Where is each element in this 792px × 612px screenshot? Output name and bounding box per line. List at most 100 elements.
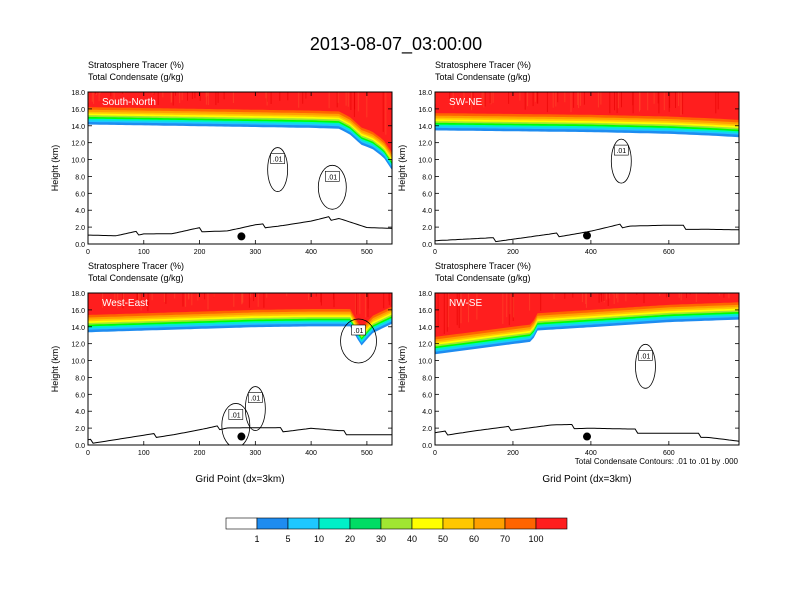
y-tick-label: 4.0 (422, 208, 432, 215)
y-tick-label: 10.0 (71, 158, 85, 165)
y-tick-label: 16.0 (71, 107, 85, 114)
x-tick-label: 400 (585, 249, 597, 256)
colorbar-label: 30 (376, 534, 386, 544)
y-tick-label: 4.0 (75, 409, 85, 416)
condensate-contour (635, 343, 656, 389)
x-tick-label: 0 (86, 450, 90, 457)
x-tick-label: 500 (361, 249, 373, 256)
colorbar-box-8 (473, 517, 506, 530)
colorbar-label: 1 (254, 534, 259, 544)
terrain-line (88, 425, 392, 444)
colorbar-box-2 (287, 517, 320, 530)
plot-area: .01 (435, 293, 739, 445)
plot-frame (434, 91, 740, 245)
condensate-contour (610, 138, 632, 184)
location-marker (237, 232, 246, 241)
plot-area: .01 (435, 92, 739, 244)
colorbar-label: 50 (438, 534, 448, 544)
y-tick-label: 0.0 (75, 242, 85, 249)
colorbar-label: 100 (528, 534, 543, 544)
y-tick-label: 6.0 (75, 191, 85, 198)
y-axis-label: Height (km) (397, 145, 407, 192)
x-tick-label: 0 (433, 450, 437, 457)
x-tick-label: 100 (138, 249, 150, 256)
y-tick-label: 8.0 (75, 375, 85, 382)
panel-2: .01 .01 .01 West-East Stratosphere Tracer (%… (50, 261, 393, 485)
condensate-contour (340, 318, 377, 364)
colorbar-box-3 (318, 517, 351, 530)
colorbar-label: 70 (500, 534, 510, 544)
plot-area: .01 .01 .01 (88, 293, 392, 445)
contour-label: .01 (327, 174, 337, 181)
colorbar-box-10 (535, 517, 568, 530)
y-tick-label: 14.0 (71, 325, 85, 332)
tracer-band-9 (88, 92, 392, 153)
location-marker (583, 432, 591, 441)
y-tick-label: 12.0 (71, 141, 85, 148)
x-tick-label: 400 (305, 249, 317, 256)
y-tick-label: 6.0 (75, 392, 85, 399)
y-tick-label: 0.0 (422, 242, 432, 249)
y-tick-label: 2.0 (422, 225, 432, 232)
y-tick-label: 18.0 (71, 291, 85, 298)
condensate-contour (267, 147, 289, 192)
contour-label: .01 (273, 157, 283, 164)
contour-label-box (351, 324, 366, 336)
x-tick-label: 0 (86, 249, 90, 256)
y-tick-label: 6.0 (422, 392, 432, 399)
x-tick-label: 300 (249, 450, 261, 457)
plot-frame (87, 292, 393, 446)
panel-3: .01 NW-SE Stratosphere Tracer (%) Total Con… (397, 261, 740, 485)
colorbar-label: 5 (285, 534, 290, 544)
contour-info: Total Condensate Contours: .01 to .01 by… (575, 457, 739, 466)
y-tick-label: 16.0 (71, 308, 85, 315)
y-tick-label: 12.0 (418, 342, 432, 349)
y-tick-label: 18.0 (418, 291, 432, 298)
y-tick-label: 2.0 (75, 426, 85, 433)
x-tick-label: 300 (249, 249, 261, 256)
colorbar-label: 40 (407, 534, 417, 544)
colorbar-box-0 (225, 517, 258, 530)
x-tick-label: 200 (507, 249, 519, 256)
colorbar: 1 5 10 20 30 40 50 60 70 100 (225, 517, 568, 544)
y-tick-label: 16.0 (418, 107, 432, 114)
panel-title-line1: Stratosphere Tracer (%) (435, 261, 531, 271)
y-tick-label: 14.0 (71, 124, 85, 131)
panel-title-line1: Stratosphere Tracer (%) (88, 261, 184, 271)
x-tick-label: 200 (194, 450, 206, 457)
x-axis-label: Grid Point (dx=3km) (195, 474, 284, 485)
y-axis-label: Height (km) (50, 145, 60, 192)
x-tick-label: 200 (507, 450, 519, 457)
colorbar-box-7 (442, 517, 475, 530)
colorbar-box-1 (256, 517, 289, 530)
panel-title-line2: Total Condensate (g/kg) (88, 273, 184, 283)
contour-label-box (270, 153, 285, 164)
plot-frame (434, 292, 740, 446)
contour-label-box (228, 409, 244, 420)
x-tick-label: 500 (361, 450, 373, 457)
terrain-line (88, 216, 392, 237)
tracer-band-9 (435, 293, 739, 337)
panel-title-line2: Total Condensate (g/kg) (88, 72, 184, 82)
y-axis-label: Height (km) (50, 346, 60, 393)
panel-title-line1: Stratosphere Tracer (%) (88, 60, 184, 70)
y-axis-label: Height (km) (397, 346, 407, 393)
contour-label: .01 (641, 353, 651, 360)
contour-label-box (248, 392, 263, 403)
y-tick-label: 4.0 (75, 208, 85, 215)
colorbar-box-6 (411, 517, 444, 530)
y-tick-label: 8.0 (422, 375, 432, 382)
colorbar-box-9 (504, 517, 537, 530)
y-tick-label: 14.0 (418, 124, 432, 131)
x-tick-label: 200 (194, 249, 206, 256)
contour-label: .01 (354, 328, 364, 335)
x-tick-label: 600 (663, 450, 675, 457)
x-tick-label: 100 (138, 450, 150, 457)
panel-0: .01 .01 South-North Stratosphere Tracer (%)… (50, 60, 393, 256)
x-tick-label: 400 (585, 450, 597, 457)
colorbar-label: 60 (469, 534, 479, 544)
y-tick-label: 10.0 (418, 158, 432, 165)
contour-label-box (613, 144, 629, 156)
contour-label: .01 (250, 396, 260, 403)
